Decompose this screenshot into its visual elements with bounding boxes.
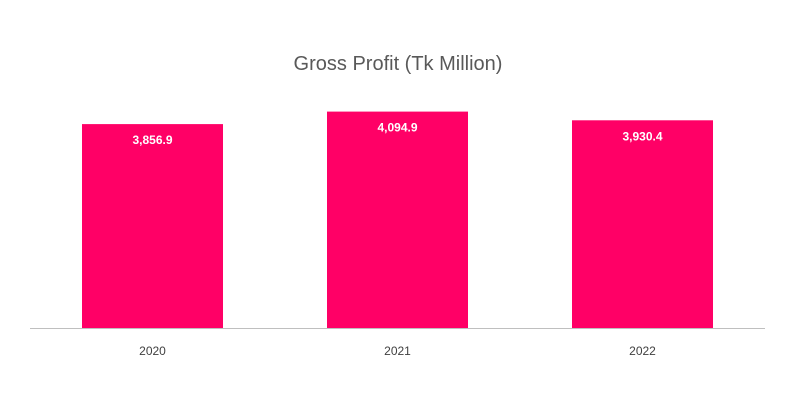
x-tick-label-2022: 2022: [629, 344, 656, 358]
bar-2021: [327, 111, 468, 328]
labels-group: 3,856.9 2020 4,094.9 2021 3,930.4 2022: [132, 121, 662, 358]
data-label-2022: 3,930.4: [622, 129, 662, 143]
bar-2020: [82, 124, 223, 328]
x-tick-label-2020: 2020: [139, 344, 166, 358]
data-label-2020: 3,856.9: [132, 133, 172, 147]
x-tick-label-2021: 2021: [384, 344, 411, 358]
bars-group: [82, 111, 713, 328]
data-label-2021: 4,094.9: [377, 121, 417, 135]
bar-2022: [572, 120, 713, 328]
chart-title: Gross Profit (Tk Million): [294, 53, 503, 75]
